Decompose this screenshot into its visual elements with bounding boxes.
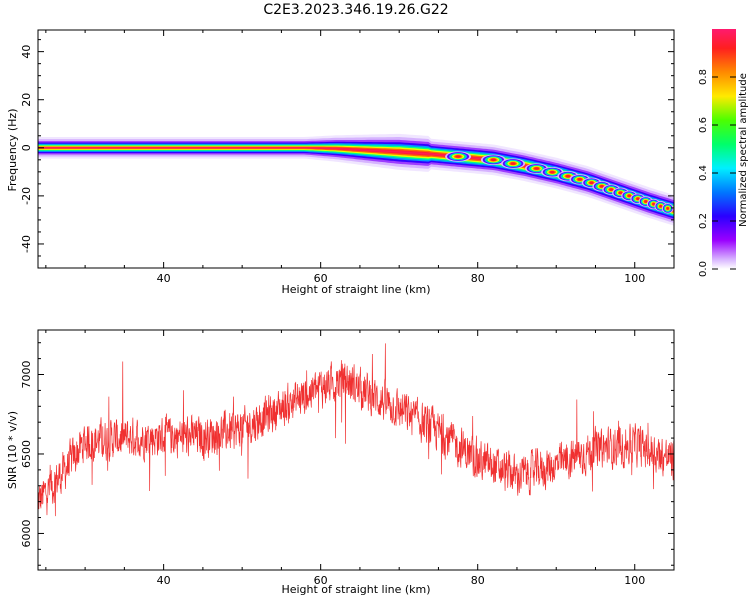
colorbar-tick-label: 0.4 [698, 165, 709, 181]
snr-frame [37, 329, 675, 571]
x-tick-label: 80 [471, 272, 485, 285]
spectrogram-peak [589, 181, 594, 185]
y-tick-label: -20 [20, 187, 33, 205]
spectrogram-y-label: Frequency (Hz) [6, 109, 19, 192]
spectrogram-peak [510, 162, 516, 165]
snr-y-label: SNR (10 * v/v) [6, 411, 19, 489]
x-tick-label: 100 [624, 272, 645, 285]
colorbar: 0.0 0.2 0.4 0.6 0.8 Normalized spectral ampl… [698, 29, 749, 277]
spectrogram-peak [609, 188, 614, 191]
y-tick-label: 0 [20, 144, 33, 151]
snr-x-ticks: 40 60 80 100 [45, 330, 675, 587]
x-tick-label: 40 [157, 272, 171, 285]
figure-title: C2E3.2023.346.19.26.G22 [263, 2, 448, 18]
colorbar-ticks: 0.0 0.2 0.4 0.6 0.8 [698, 69, 736, 277]
spectrogram-y-ticks: -40 -20 0 20 40 [20, 39, 674, 257]
y-tick-label: 6500 [20, 440, 33, 468]
colorbar-tick-label: 0.0 [698, 261, 709, 277]
spectrogram-peak [659, 204, 662, 208]
y-tick-label: 7000 [20, 361, 33, 389]
spectrogram-peak [534, 167, 540, 170]
spectrogram-peak [455, 155, 461, 158]
spectrogram-heatmap [38, 133, 674, 226]
y-tick-label: 40 [20, 45, 33, 59]
snr-series [38, 343, 674, 517]
x-tick-label: 60 [314, 574, 328, 587]
colorbar-ramp [712, 29, 736, 269]
colorbar-tick-label: 0.2 [698, 213, 709, 229]
x-tick-label: 60 [314, 272, 328, 285]
snr-panel: 40 60 80 100 6000 6500 7000 Height of straigh… [6, 329, 675, 596]
x-tick-label: 40 [157, 574, 171, 587]
x-tick-label: 100 [624, 574, 645, 587]
spectrogram-panel: 40 60 80 100 -40 -20 0 20 40 Height of straight… [6, 29, 675, 296]
colorbar-tick-label: 0.6 [698, 117, 709, 133]
y-tick-label: -40 [20, 235, 33, 253]
spectrogram-peak [577, 178, 582, 181]
y-tick-label: 20 [20, 93, 33, 107]
snr-x-label: Height of straight line (km) [281, 583, 430, 596]
spectrogram-peak [666, 207, 669, 210]
spectrogram-peak [490, 158, 497, 162]
spectrogram-peak [549, 170, 555, 174]
spectrogram-peak [618, 191, 623, 195]
spectrogram-peak [599, 185, 604, 188]
snr-background [38, 330, 674, 570]
spectrogram-peak [636, 197, 640, 201]
spectrogram-peak [652, 202, 656, 206]
x-tick-label: 80 [471, 574, 485, 587]
spectrogram-x-ticks: 40 60 80 100 [45, 30, 675, 285]
colorbar-tick-label: 0.8 [698, 69, 709, 85]
colorbar-label: Normalized spectral amplitude [738, 73, 749, 227]
snr-line [38, 343, 674, 517]
spectrogram-peak [644, 200, 648, 203]
spectrogram-frame [37, 29, 675, 269]
y-tick-label: 6000 [20, 519, 33, 547]
spectrogram-x-label: Height of straight line (km) [281, 283, 430, 296]
spectrogram-peak [565, 174, 571, 178]
snr-y-ticks: 6000 6500 7000 [20, 342, 674, 566]
spectrogram-peak [627, 194, 631, 198]
